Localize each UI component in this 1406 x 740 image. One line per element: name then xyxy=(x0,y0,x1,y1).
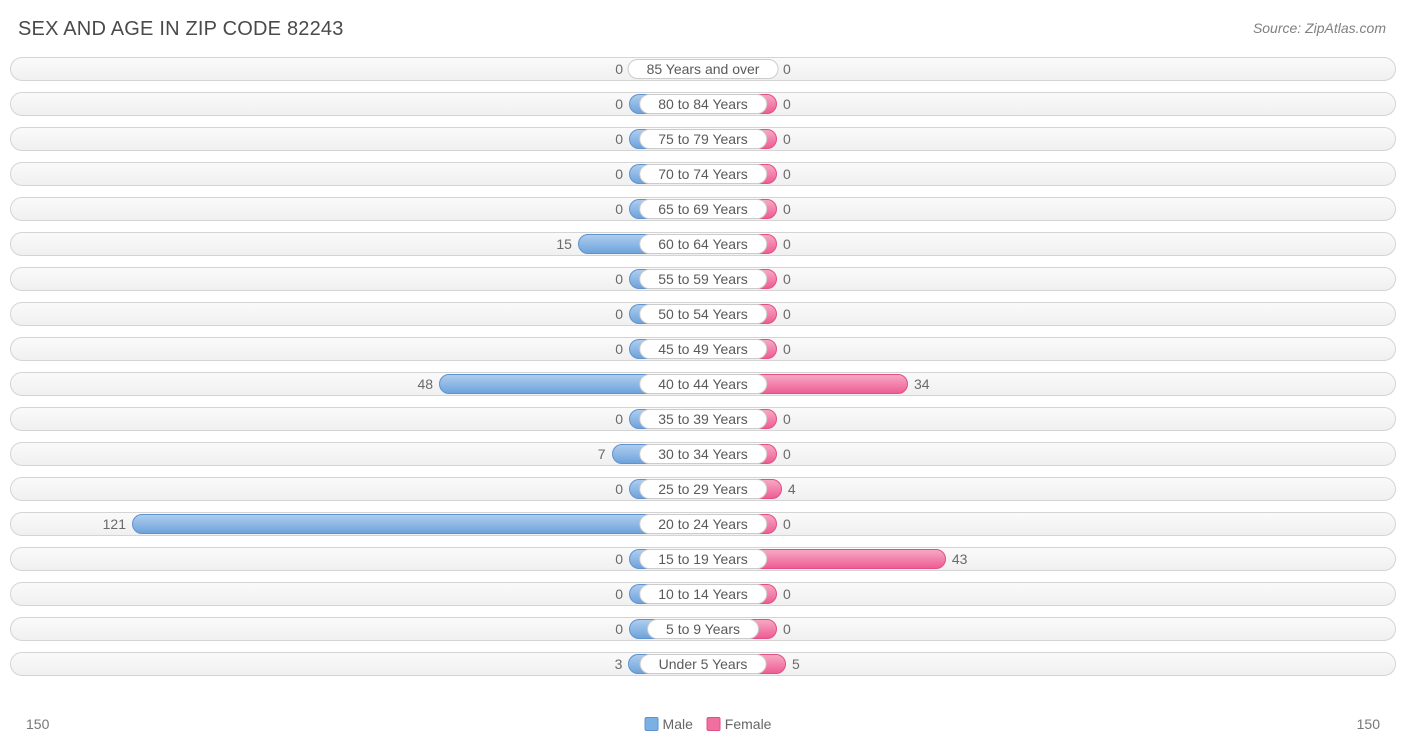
age-group-label: 15 to 19 Years xyxy=(639,549,767,569)
pyramid-row: 35 to 39 Years 0 0 xyxy=(10,404,1396,434)
legend-swatch-male xyxy=(645,717,659,731)
value-female: 0 xyxy=(783,199,791,219)
pyramid-row: 45 to 49 Years 0 0 xyxy=(10,334,1396,364)
value-male: 0 xyxy=(615,549,623,569)
pyramid-row: 60 to 64 Years 15 0 xyxy=(10,229,1396,259)
age-group-label: 10 to 14 Years xyxy=(639,584,767,604)
value-female: 0 xyxy=(783,409,791,429)
value-female: 0 xyxy=(783,59,791,79)
value-female: 0 xyxy=(783,514,791,534)
value-female: 0 xyxy=(783,619,791,639)
pyramid-row: 25 to 29 Years 0 4 xyxy=(10,474,1396,504)
value-male: 48 xyxy=(418,374,434,394)
value-female: 0 xyxy=(783,444,791,464)
value-male: 0 xyxy=(615,269,623,289)
value-female: 43 xyxy=(952,549,968,569)
value-male: 0 xyxy=(615,584,623,604)
pyramid-row: 30 to 34 Years 7 0 xyxy=(10,439,1396,469)
chart-title: SEX AND AGE IN ZIP CODE 82243 xyxy=(18,18,344,41)
legend-swatch-female xyxy=(707,717,721,731)
legend-label-female: Female xyxy=(725,716,772,732)
value-male: 0 xyxy=(615,619,623,639)
age-group-label: 40 to 44 Years xyxy=(639,374,767,394)
age-group-label: 55 to 59 Years xyxy=(639,269,767,289)
pyramid-row: 70 to 74 Years 0 0 xyxy=(10,159,1396,189)
value-female: 0 xyxy=(783,234,791,254)
age-group-label: 65 to 69 Years xyxy=(639,199,767,219)
age-group-label: 45 to 49 Years xyxy=(639,339,767,359)
value-male: 0 xyxy=(615,304,623,324)
value-female: 0 xyxy=(783,339,791,359)
pyramid-row: 40 to 44 Years 48 34 xyxy=(10,369,1396,399)
pyramid-row: 20 to 24 Years 121 0 xyxy=(10,509,1396,539)
value-female: 0 xyxy=(783,94,791,114)
value-female: 0 xyxy=(783,584,791,604)
age-group-label: 80 to 84 Years xyxy=(639,94,767,114)
age-group-label: 35 to 39 Years xyxy=(639,409,767,429)
pyramid-row: 80 to 84 Years 0 0 xyxy=(10,89,1396,119)
pyramid-row: 55 to 59 Years 0 0 xyxy=(10,264,1396,294)
pyramid-row: 75 to 79 Years 0 0 xyxy=(10,124,1396,154)
value-female: 34 xyxy=(914,374,930,394)
age-group-label: 50 to 54 Years xyxy=(639,304,767,324)
legend-label-male: Male xyxy=(663,716,693,732)
value-male: 0 xyxy=(615,339,623,359)
value-female: 0 xyxy=(783,304,791,324)
value-male: 0 xyxy=(615,479,623,499)
value-male: 0 xyxy=(615,164,623,184)
age-group-label: 30 to 34 Years xyxy=(639,444,767,464)
value-female: 5 xyxy=(792,654,800,674)
age-group-label: 5 to 9 Years xyxy=(647,619,759,639)
value-male: 0 xyxy=(615,94,623,114)
value-male: 0 xyxy=(615,199,623,219)
population-pyramid: 85 Years and over0080 to 84 Years0075 to… xyxy=(10,54,1396,684)
value-female: 4 xyxy=(788,479,796,499)
pyramid-row: Under 5 Years 3 5 xyxy=(10,649,1396,679)
axis-max-right: 150 xyxy=(1357,716,1380,732)
chart-footer: 150 Male Female 150 xyxy=(10,710,1396,732)
pyramid-row: 50 to 54 Years 0 0 xyxy=(10,299,1396,329)
chart-source: Source: ZipAtlas.com xyxy=(1253,20,1386,36)
value-male: 7 xyxy=(598,444,606,464)
age-group-label: 25 to 29 Years xyxy=(639,479,767,499)
pyramid-row: 85 Years and over0 0 xyxy=(10,54,1396,84)
pyramid-row: 5 to 9 Years 0 0 xyxy=(10,614,1396,644)
value-male: 3 xyxy=(615,654,623,674)
age-group-label: Under 5 Years xyxy=(640,654,767,674)
pyramid-row: 15 to 19 Years 0 43 xyxy=(10,544,1396,574)
age-group-label: 75 to 79 Years xyxy=(639,129,767,149)
age-group-label: 85 Years and over xyxy=(628,59,779,79)
bar-male xyxy=(132,514,703,534)
value-male: 0 xyxy=(615,59,623,79)
age-group-label: 70 to 74 Years xyxy=(639,164,767,184)
value-female: 0 xyxy=(783,269,791,289)
pyramid-row: 65 to 69 Years 0 0 xyxy=(10,194,1396,224)
legend: Male Female xyxy=(635,716,772,732)
age-group-label: 60 to 64 Years xyxy=(639,234,767,254)
value-female: 0 xyxy=(783,164,791,184)
value-male: 0 xyxy=(615,129,623,149)
age-group-label: 20 to 24 Years xyxy=(639,514,767,534)
value-female: 0 xyxy=(783,129,791,149)
value-male: 15 xyxy=(556,234,572,254)
value-male: 121 xyxy=(103,514,126,534)
value-male: 0 xyxy=(615,409,623,429)
pyramid-row: 10 to 14 Years 0 0 xyxy=(10,579,1396,609)
axis-max-left: 150 xyxy=(26,716,49,732)
